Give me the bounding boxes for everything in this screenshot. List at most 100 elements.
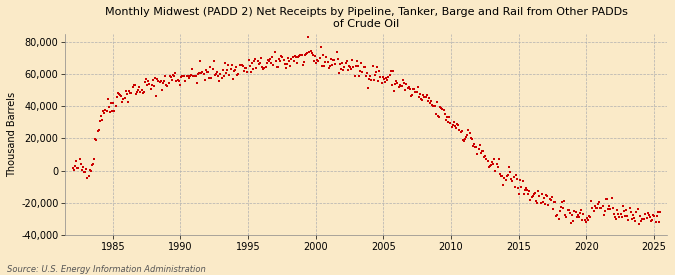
Point	[356, 61, 367, 65]
Point	[435, 104, 446, 109]
Point	[281, 62, 292, 66]
Point	[143, 79, 154, 83]
Point	[153, 79, 164, 83]
Point	[170, 71, 181, 75]
Point	[649, 213, 659, 218]
Point	[622, 214, 632, 218]
Point	[367, 64, 378, 69]
Point	[118, 97, 129, 101]
Point	[653, 210, 664, 214]
Point	[260, 65, 271, 69]
Point	[601, 197, 612, 201]
Point	[574, 211, 585, 216]
Point	[597, 204, 608, 208]
Point	[89, 157, 100, 161]
Point	[558, 206, 568, 210]
Point	[105, 110, 115, 114]
Point	[586, 199, 597, 203]
Point	[480, 153, 491, 158]
Point	[637, 217, 647, 222]
Point	[116, 94, 127, 98]
Point	[589, 204, 600, 208]
Point	[142, 83, 153, 87]
Point	[594, 200, 605, 205]
Point	[389, 82, 400, 86]
Point	[213, 73, 223, 78]
Point	[99, 111, 110, 116]
Point	[258, 67, 269, 71]
Point	[475, 151, 486, 155]
Point	[181, 74, 192, 78]
Point	[560, 213, 571, 217]
Point	[138, 90, 149, 94]
Point	[236, 63, 247, 68]
Point	[485, 163, 496, 168]
Point	[223, 63, 234, 68]
Point	[502, 174, 512, 178]
Point	[379, 76, 389, 81]
Title: Monthly Midwest (PADD 2) Net Receipts by Pipeline, Tanker, Barge and Rail from O: Monthly Midwest (PADD 2) Net Receipts by…	[105, 7, 628, 29]
Point	[439, 112, 450, 116]
Point	[328, 58, 339, 62]
Point	[542, 194, 553, 199]
Point	[620, 214, 630, 218]
Point	[374, 69, 385, 73]
Point	[352, 59, 362, 63]
Point	[178, 74, 188, 79]
Point	[254, 61, 265, 65]
Point	[507, 179, 518, 183]
Point	[382, 78, 393, 82]
Point	[103, 97, 113, 101]
Point	[515, 178, 526, 183]
Point	[303, 35, 314, 39]
Point	[448, 123, 458, 127]
Point	[536, 191, 547, 196]
Point	[347, 57, 358, 62]
Point	[571, 215, 582, 219]
Point	[244, 64, 255, 68]
Point	[134, 84, 144, 89]
Point	[294, 54, 304, 59]
Point	[162, 84, 173, 88]
Point	[585, 215, 595, 219]
Point	[273, 56, 284, 61]
Point	[568, 218, 578, 223]
Point	[512, 186, 523, 190]
Point	[174, 83, 185, 88]
Point	[240, 65, 250, 70]
Point	[369, 77, 379, 82]
Point	[355, 69, 366, 73]
Point	[434, 115, 445, 120]
Point	[302, 50, 313, 55]
Point	[246, 70, 256, 74]
Point	[551, 214, 562, 218]
Point	[345, 65, 356, 70]
Point	[626, 217, 637, 221]
Point	[411, 89, 422, 94]
Point	[346, 67, 356, 72]
Point	[429, 103, 440, 108]
Point	[531, 199, 541, 204]
Point	[318, 53, 329, 57]
Point	[180, 79, 191, 83]
Point	[107, 109, 117, 113]
Point	[424, 96, 435, 100]
Point	[172, 78, 183, 82]
Point	[387, 69, 398, 74]
Point	[642, 211, 653, 216]
Point	[246, 60, 257, 65]
Point	[147, 78, 158, 82]
Point	[635, 219, 646, 223]
Text: Source: U.S. Energy Information Administration: Source: U.S. Energy Information Administ…	[7, 265, 205, 274]
Point	[130, 83, 140, 88]
Point	[479, 155, 489, 159]
Point	[541, 193, 551, 197]
Point	[482, 159, 493, 163]
Point	[508, 175, 519, 179]
Point	[438, 108, 449, 112]
Point	[106, 101, 117, 105]
Point	[559, 199, 570, 203]
Point	[209, 73, 220, 78]
Point	[205, 65, 216, 69]
Point	[337, 60, 348, 65]
